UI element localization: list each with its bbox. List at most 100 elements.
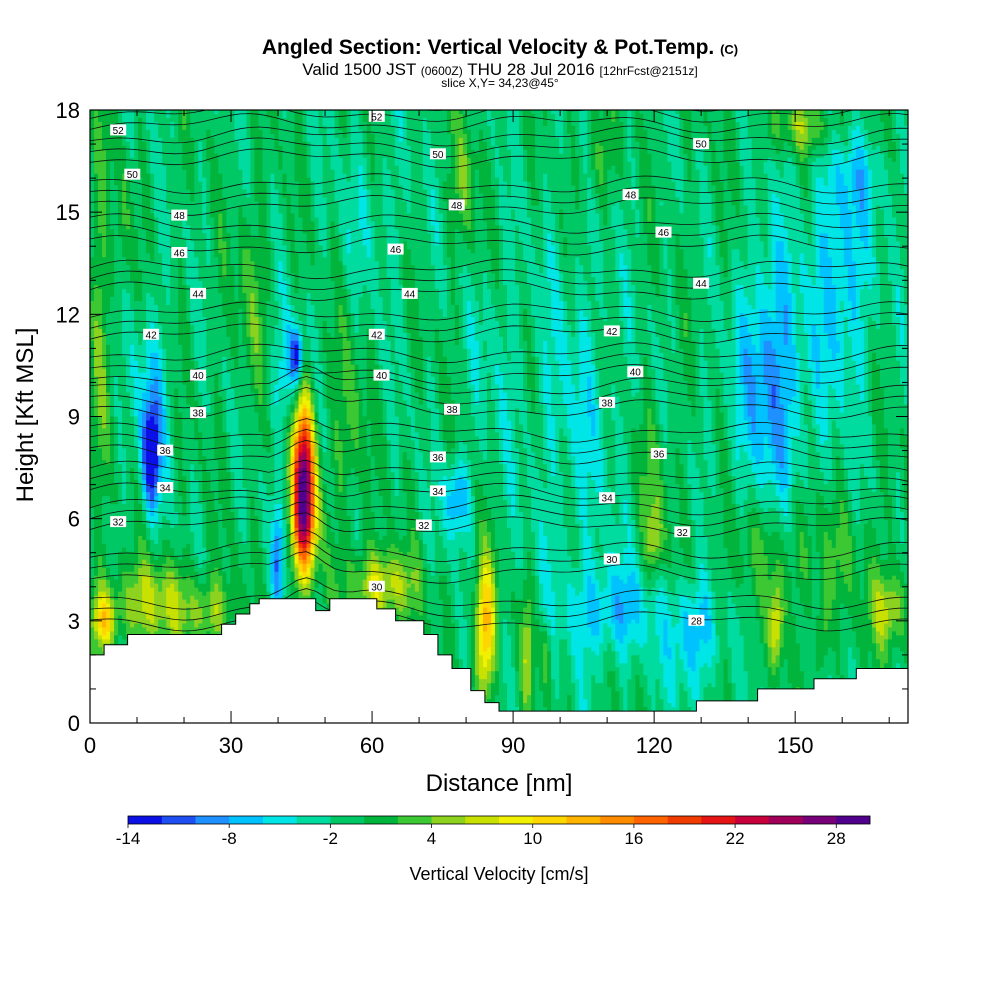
velocity-cell	[780, 170, 785, 175]
velocity-cell	[331, 174, 336, 179]
velocity-cell	[246, 154, 251, 159]
velocity-cell	[547, 130, 552, 135]
velocity-cell	[371, 186, 376, 191]
velocity-cell	[740, 166, 745, 171]
velocity-cell	[675, 158, 680, 163]
velocity-cell	[162, 158, 167, 163]
velocity-cell	[667, 182, 672, 187]
velocity-cell	[571, 166, 576, 171]
velocity-cell	[876, 126, 881, 131]
velocity-cell	[303, 202, 308, 207]
velocity-cell	[166, 206, 171, 211]
velocity-cell	[407, 194, 412, 199]
velocity-cell	[631, 162, 636, 167]
velocity-cell	[716, 158, 721, 163]
velocity-cell	[327, 206, 332, 211]
velocity-cell	[150, 126, 155, 131]
velocity-cell	[495, 202, 500, 207]
velocity-cell	[303, 198, 308, 203]
velocity-cell	[623, 154, 628, 159]
velocity-cell	[892, 142, 897, 147]
velocity-cell	[411, 174, 416, 179]
velocity-cell	[299, 198, 304, 203]
velocity-cell	[154, 110, 159, 115]
velocity-cell	[307, 174, 312, 179]
velocity-cell	[832, 158, 837, 163]
vertical-velocity-field	[90, 110, 909, 724]
velocity-cell	[190, 186, 195, 191]
velocity-cell	[828, 198, 833, 203]
velocity-cell	[471, 146, 476, 151]
velocity-cell	[415, 170, 420, 175]
velocity-cell	[270, 198, 275, 203]
velocity-cell	[539, 130, 544, 135]
velocity-cell	[563, 166, 568, 171]
velocity-cell	[635, 170, 640, 175]
velocity-cell	[487, 198, 492, 203]
velocity-cell	[150, 202, 155, 207]
velocity-cell	[106, 174, 111, 179]
velocity-cell	[868, 150, 873, 155]
velocity-cell	[712, 186, 717, 191]
velocity-cell	[872, 146, 877, 151]
velocity-cell	[319, 166, 324, 171]
velocity-cell	[712, 198, 717, 203]
velocity-cell	[210, 194, 215, 199]
velocity-cell	[114, 174, 119, 179]
velocity-cell	[615, 110, 620, 115]
velocity-cell	[286, 134, 291, 139]
velocity-cell	[884, 134, 889, 139]
velocity-cell	[363, 166, 368, 171]
velocity-cell	[852, 182, 857, 187]
velocity-cell	[347, 190, 352, 195]
velocity-cell	[836, 118, 841, 123]
velocity-cell	[375, 174, 380, 179]
velocity-cell	[832, 190, 837, 195]
velocity-cell	[776, 118, 781, 123]
velocity-cell	[884, 114, 889, 119]
velocity-cell	[523, 130, 528, 135]
velocity-cell	[888, 158, 893, 163]
velocity-cell	[375, 190, 380, 195]
velocity-cell	[186, 198, 191, 203]
velocity-cell	[527, 150, 532, 155]
velocity-cell	[675, 202, 680, 207]
velocity-cell	[343, 134, 348, 139]
velocity-cell	[611, 118, 616, 123]
velocity-cell	[290, 198, 295, 203]
velocity-cell	[555, 166, 560, 171]
velocity-cell	[226, 134, 231, 139]
velocity-cell	[290, 154, 295, 159]
velocity-cell	[102, 202, 107, 207]
velocity-cell	[812, 138, 817, 143]
velocity-cell	[323, 138, 328, 143]
velocity-cell	[290, 190, 295, 195]
velocity-cell	[744, 182, 749, 187]
velocity-cell	[860, 182, 865, 187]
velocity-cell	[615, 194, 620, 199]
velocity-cell	[699, 186, 704, 191]
velocity-cell	[439, 174, 444, 179]
velocity-cell	[238, 194, 243, 199]
velocity-cell	[679, 182, 684, 187]
velocity-cell	[659, 154, 664, 159]
velocity-cell	[631, 158, 636, 163]
velocity-cell	[246, 198, 251, 203]
velocity-cell	[274, 170, 279, 175]
velocity-cell	[507, 154, 512, 159]
velocity-cell	[675, 162, 680, 167]
velocity-cell	[892, 138, 897, 143]
velocity-cell	[327, 174, 332, 179]
velocity-cell	[615, 182, 620, 187]
velocity-cell	[226, 178, 231, 183]
velocity-cell	[347, 162, 352, 167]
velocity-cell	[683, 182, 688, 187]
velocity-cell	[339, 146, 344, 151]
velocity-cell	[483, 190, 488, 195]
velocity-cell	[884, 174, 889, 179]
velocity-cell	[387, 118, 392, 123]
velocity-cell	[503, 178, 508, 183]
velocity-cell	[194, 130, 199, 135]
velocity-cell	[427, 170, 432, 175]
velocity-cell	[307, 118, 312, 123]
